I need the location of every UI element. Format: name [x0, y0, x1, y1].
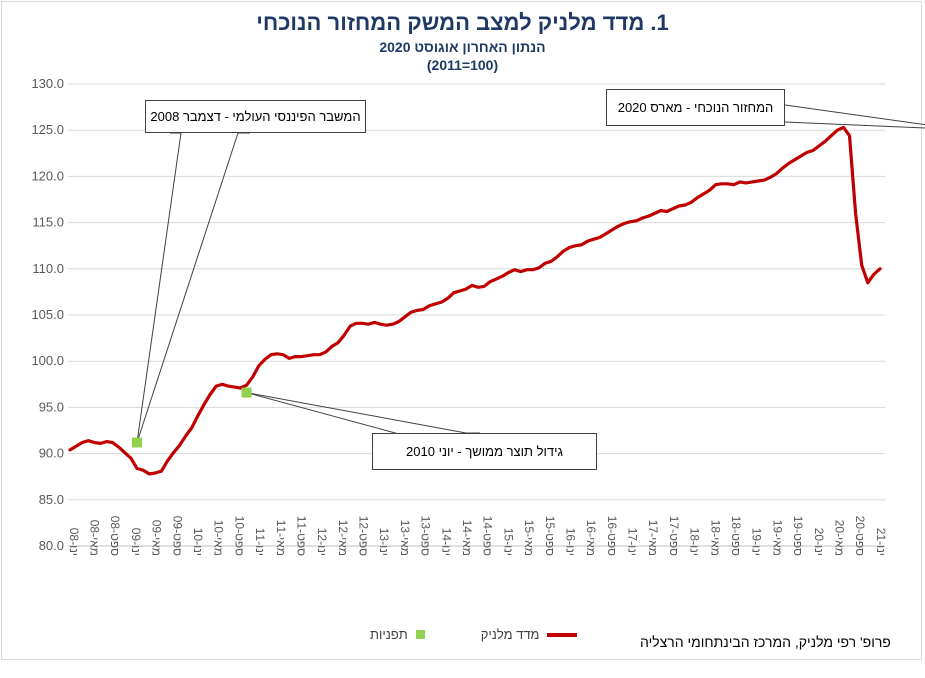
- y-tick-label: 105.0: [31, 307, 64, 322]
- y-tick-label: 90.0: [39, 446, 64, 461]
- x-tick-label: ספט-16: [605, 516, 619, 556]
- legend: מדד מלניק תפניות: [370, 627, 578, 642]
- x-tick-label: ספט-11: [294, 516, 308, 556]
- x-tick-label: ינו-13: [377, 528, 391, 556]
- y-tick-label: 120.0: [31, 168, 64, 183]
- chart-subtitle: הנתון האחרון אוגוסט 2020: [379, 39, 546, 55]
- y-tick-label: 95.0: [39, 399, 64, 414]
- turning-point-marker: [131, 437, 142, 448]
- x-tick-label: ינו-09: [129, 528, 143, 556]
- x-tick-label: מאי-16: [584, 520, 598, 556]
- annotation-crisis: המשבר הפיננסי העולמי - דצמבר 2008: [145, 100, 366, 133]
- x-tick-label: מאי-08: [88, 520, 102, 556]
- leader-line-growth-a: [246, 392, 411, 438]
- x-tick-label: ספט-20: [853, 516, 867, 556]
- chart-title: 1. מדד מלניק למצב המשק המחזור הנוכחי: [256, 10, 669, 35]
- y-tick-label: 80.0: [39, 538, 64, 553]
- leader-line-crisis-a: [136, 132, 182, 443]
- x-tick-label: ינו-17: [626, 528, 640, 556]
- x-tick-label: מאי-13: [398, 520, 412, 556]
- legend-label-turning-points: תפניות: [370, 627, 408, 642]
- x-tick-label: ינו-19: [750, 528, 764, 556]
- leader-line-growth-b: [246, 392, 480, 434]
- x-tick-label: ספט-14: [481, 516, 495, 556]
- x-tick-label: ספט-12: [357, 516, 371, 556]
- x-tick-label: ינו-16: [563, 528, 577, 556]
- x-tick-label: מאי-09: [150, 520, 164, 556]
- chart-frame: [1, 1, 922, 660]
- x-tick-label: מאי-15: [522, 520, 536, 556]
- turning-point-marker: [241, 387, 252, 398]
- x-tick-label: מאי-14: [460, 520, 474, 556]
- x-tick-label: מאי-11: [274, 520, 288, 556]
- y-tick-label: 125.0: [31, 122, 64, 137]
- legend-marker-swatch: [415, 630, 425, 639]
- leader-line-current-b: [775, 121, 925, 129]
- x-tick-label: ינו-18: [688, 528, 702, 556]
- x-tick-label: ספט-10: [232, 516, 246, 556]
- chart-subtitle-base: (100=2011): [426, 57, 499, 73]
- x-tick-label: מאי-12: [336, 520, 350, 556]
- x-tick-label: ספט-15: [543, 516, 557, 556]
- x-tick-label: ינו-21: [874, 528, 888, 556]
- leader-line-current-a: [775, 104, 925, 126]
- x-tick-label: מאי-18: [708, 520, 722, 556]
- x-tick-label: ינו-12: [315, 528, 329, 556]
- x-tick-label: מאי-17: [646, 520, 660, 556]
- x-tick-label: ספט-17: [667, 516, 681, 556]
- annotation-growth: גידול תוצר ממושך - יוני 2010: [372, 433, 597, 470]
- credit-text: פרופ' רפי מלניק, המרכז הבינתחומי הרצליה: [640, 634, 891, 650]
- legend-label-index: מדד מלניק: [480, 627, 540, 642]
- x-tick-label: ינו-14: [439, 528, 453, 556]
- x-tick-label: ינו-15: [501, 528, 515, 556]
- series-line-melnick-index: [68, 125, 882, 476]
- leader-line-crisis-b: [136, 132, 250, 443]
- x-tick-label: ינו-08: [67, 528, 81, 556]
- x-tick-label: ינו-20: [812, 528, 826, 556]
- x-tick-label: מאי-20: [832, 520, 846, 556]
- x-tick-label: ספט-09: [170, 516, 184, 556]
- x-tick-label: מאי-19: [770, 520, 784, 556]
- x-tick-label: ינו-10: [191, 528, 205, 556]
- annotation-current-cycle: המחזור הנוכחי - מארס 2020: [606, 89, 785, 126]
- x-tick-label: ינו-11: [253, 528, 267, 556]
- y-tick-label: 110.0: [32, 261, 64, 276]
- x-tick-label: ספט-19: [791, 516, 805, 556]
- y-tick-label: 130.0: [31, 76, 64, 91]
- y-tick-label: 115.0: [32, 215, 64, 230]
- legend-line-swatch: [547, 632, 578, 637]
- y-tick-label: 85.0: [39, 492, 64, 507]
- x-tick-label: ספט-18: [729, 516, 743, 556]
- y-tick-label: 100.0: [31, 353, 64, 368]
- x-tick-label: ספט-08: [108, 516, 122, 556]
- x-tick-label: ספט-13: [419, 516, 433, 556]
- x-tick-label: מאי-10: [212, 520, 226, 556]
